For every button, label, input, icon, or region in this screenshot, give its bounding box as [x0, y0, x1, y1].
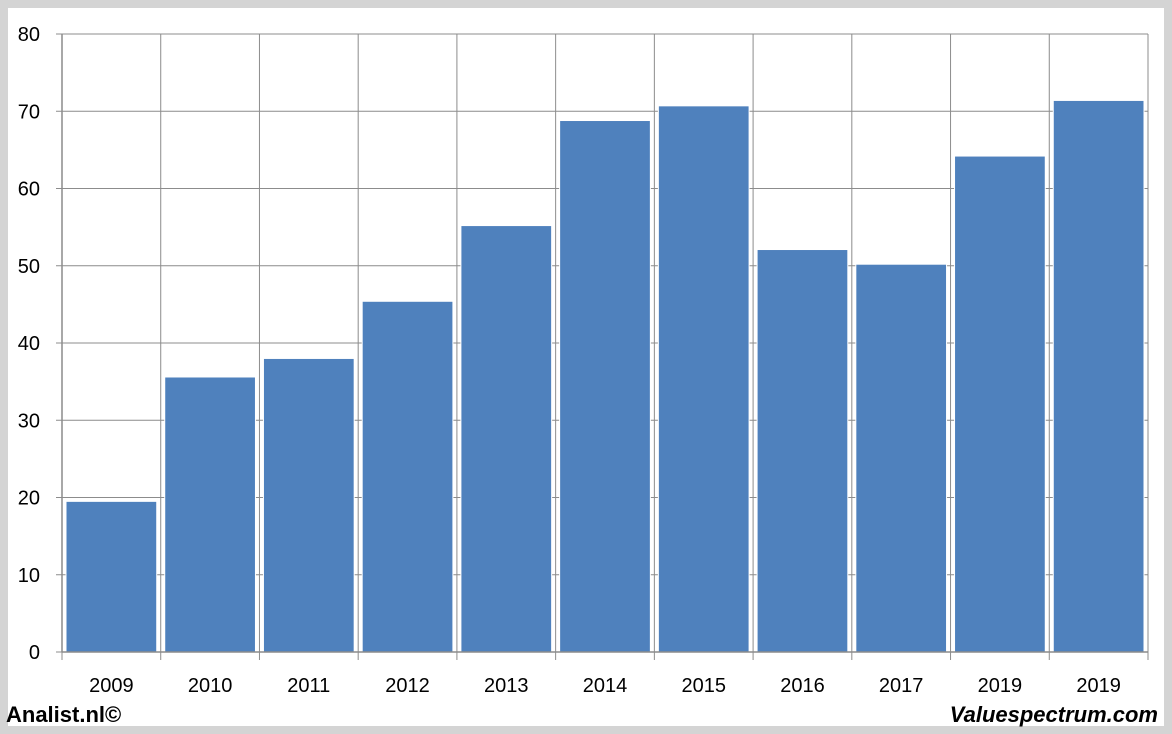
label-layer: 0 10 20 30 40 50 60 70 80 2009 2010 2011 2012 2013 201… — [18, 24, 1121, 697]
x-tick-label: 2011 — [287, 675, 330, 697]
y-tick-label: 80 — [18, 24, 40, 46]
x-tick-label: 2013 — [484, 675, 529, 697]
y-tick-label: 10 — [18, 565, 40, 587]
bar-2014 — [559, 120, 651, 653]
y-tick-label: 0 — [29, 642, 40, 664]
x-tick-label: 2015 — [681, 675, 726, 697]
x-tick-label: 2009 — [89, 675, 134, 697]
bar-2016 — [756, 249, 849, 653]
y-tick-label: 70 — [18, 101, 40, 123]
y-tick-label: 50 — [18, 256, 40, 278]
right-credit: Valuespectrum.com — [949, 702, 1158, 727]
bar-2010 — [164, 376, 256, 653]
y-tick-label: 60 — [18, 179, 40, 201]
y-tick-label: 20 — [18, 488, 40, 510]
x-tick-label: 2016 — [780, 675, 825, 697]
bar-2011 — [262, 357, 355, 653]
bar-2019 — [1052, 99, 1145, 653]
x-tick-label: 2012 — [385, 675, 430, 697]
bar-2019 — [954, 155, 1046, 653]
x-tick-label: 2014 — [583, 675, 628, 697]
x-tick-label: 2019 — [978, 675, 1023, 697]
bar-2009 — [65, 500, 158, 653]
bar-2015 — [657, 105, 750, 653]
y-tick-label: 40 — [18, 333, 40, 355]
left-credit: Analist.nl© — [6, 702, 122, 727]
x-tick-label: 2019 — [1076, 675, 1121, 697]
axis-layer — [56, 33, 1149, 660]
bar-2013 — [460, 225, 553, 653]
x-tick-label: 2017 — [879, 675, 924, 697]
bar-2012 — [361, 300, 454, 653]
x-tick-label: 2010 — [188, 675, 233, 697]
bar-layer — [65, 99, 1145, 653]
bar-2017 — [855, 263, 948, 653]
y-tick-label: 30 — [18, 410, 40, 432]
